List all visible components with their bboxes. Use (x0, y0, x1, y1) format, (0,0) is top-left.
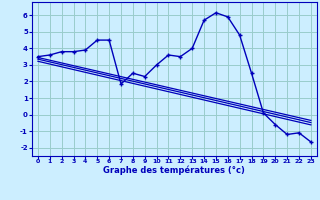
X-axis label: Graphe des températures (°c): Graphe des températures (°c) (103, 166, 245, 175)
